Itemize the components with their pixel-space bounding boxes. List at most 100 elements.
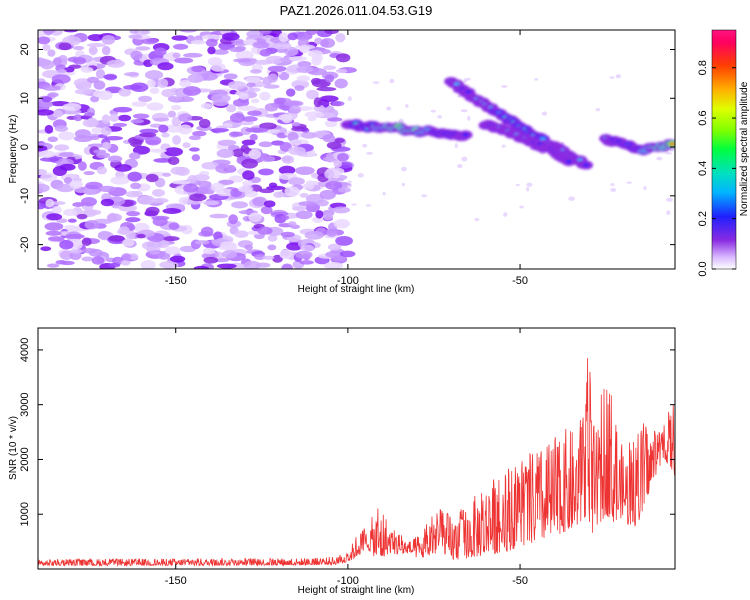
noise-blob (47, 92, 59, 98)
noise-blob (97, 230, 111, 239)
noise-blob (280, 231, 295, 238)
noise-blob (167, 156, 180, 166)
noise-blob (200, 226, 214, 237)
noise-blob (319, 189, 336, 200)
noise-blob (44, 124, 54, 134)
noise-blob (183, 52, 203, 58)
noise-blob (161, 132, 170, 138)
noise-blob (179, 30, 198, 33)
noise-speck (382, 191, 386, 196)
noise-blob (84, 112, 95, 117)
noise-blob (170, 104, 182, 111)
noise-blob (279, 249, 292, 260)
noise-blob (125, 217, 141, 223)
snr-x-tick-label: -100 (337, 575, 359, 587)
noise-blob (257, 226, 273, 235)
noise-blob (285, 88, 296, 97)
noise-blob (215, 164, 235, 174)
noise-blob (106, 213, 123, 222)
noise-blob (311, 56, 322, 66)
noise-blob (44, 222, 64, 231)
snr-panel: -150 -100 -50 1000 2000 3000 4000 Height of st… (8, 327, 676, 596)
noise-blob (267, 234, 278, 242)
noise-blob (287, 32, 298, 41)
noise-blob (333, 160, 342, 168)
noise-blob (159, 261, 179, 269)
noise-speck (670, 148, 674, 152)
noise-blob (90, 95, 100, 103)
noise-speck (519, 205, 524, 209)
noise-blob (38, 150, 56, 158)
noise-blob (182, 86, 201, 96)
noise-blob (108, 262, 121, 268)
noise-blob (167, 110, 177, 118)
noise-blob (138, 95, 153, 103)
noise-speck (467, 115, 471, 121)
noise-speck (346, 185, 353, 188)
noise-blob (230, 131, 244, 137)
noise-blob (42, 44, 51, 51)
noise-blob (183, 183, 199, 193)
noise-blob (205, 38, 218, 48)
noise-blob (62, 103, 82, 112)
track-peak (583, 163, 590, 167)
noise-blob (58, 152, 74, 157)
noise-blob (120, 260, 131, 266)
noise-blob (269, 30, 283, 38)
noise-blob (267, 65, 287, 72)
noise-blob (172, 135, 182, 145)
noise-blob (241, 158, 258, 169)
noise-blob (337, 153, 349, 162)
noise-blob (136, 233, 146, 239)
noise-blob (72, 45, 85, 51)
noise-blob (146, 79, 156, 88)
snr-y-tick-label: 3000 (19, 392, 31, 416)
noise-blob (47, 49, 56, 57)
noise-blob (335, 68, 348, 74)
noise-blob (316, 199, 329, 207)
noise-blob (258, 141, 273, 148)
noise-blob (100, 198, 115, 207)
noise-speck (365, 204, 372, 207)
noise-blob (191, 65, 204, 73)
spectrogram-x-tick-label: -150 (165, 275, 187, 287)
noise-blob (108, 155, 123, 163)
noise-blob (132, 145, 151, 155)
noise-blob (158, 124, 169, 133)
noise-blob (77, 81, 92, 91)
noise-blob (187, 73, 204, 83)
noise-speck (457, 163, 463, 169)
noise-blob (327, 243, 342, 251)
noise-blob (294, 85, 305, 92)
snr-y-tick-label: 4000 (19, 338, 31, 362)
noise-blob (307, 50, 323, 58)
noise-blob (316, 86, 337, 92)
noise-speck (609, 76, 615, 79)
noise-blob (272, 42, 292, 50)
noise-blob (73, 114, 83, 122)
noise-blob (210, 62, 226, 72)
snr-trace (38, 357, 675, 567)
noise-blob (38, 169, 47, 175)
noise-blob (80, 196, 98, 207)
noise-blob (260, 155, 276, 162)
noise-speck (405, 104, 409, 108)
noise-blob (259, 30, 272, 35)
noise-blob (152, 216, 168, 227)
noise-blob (228, 214, 238, 225)
noise-blob (72, 57, 87, 65)
noise-blob (242, 170, 255, 181)
spectrogram-x-tick-label: -50 (512, 275, 528, 287)
noise-blob (335, 32, 346, 43)
noise-blob (241, 139, 256, 146)
noise-blob (174, 57, 194, 64)
noise-blob (164, 246, 181, 255)
noise-blob (135, 46, 151, 51)
noise-blob (63, 208, 77, 217)
noise-blob (106, 59, 126, 68)
noise-blob (40, 59, 55, 70)
noise-blob (38, 183, 50, 193)
noise-blob (162, 172, 172, 177)
noise-speck (643, 186, 647, 191)
